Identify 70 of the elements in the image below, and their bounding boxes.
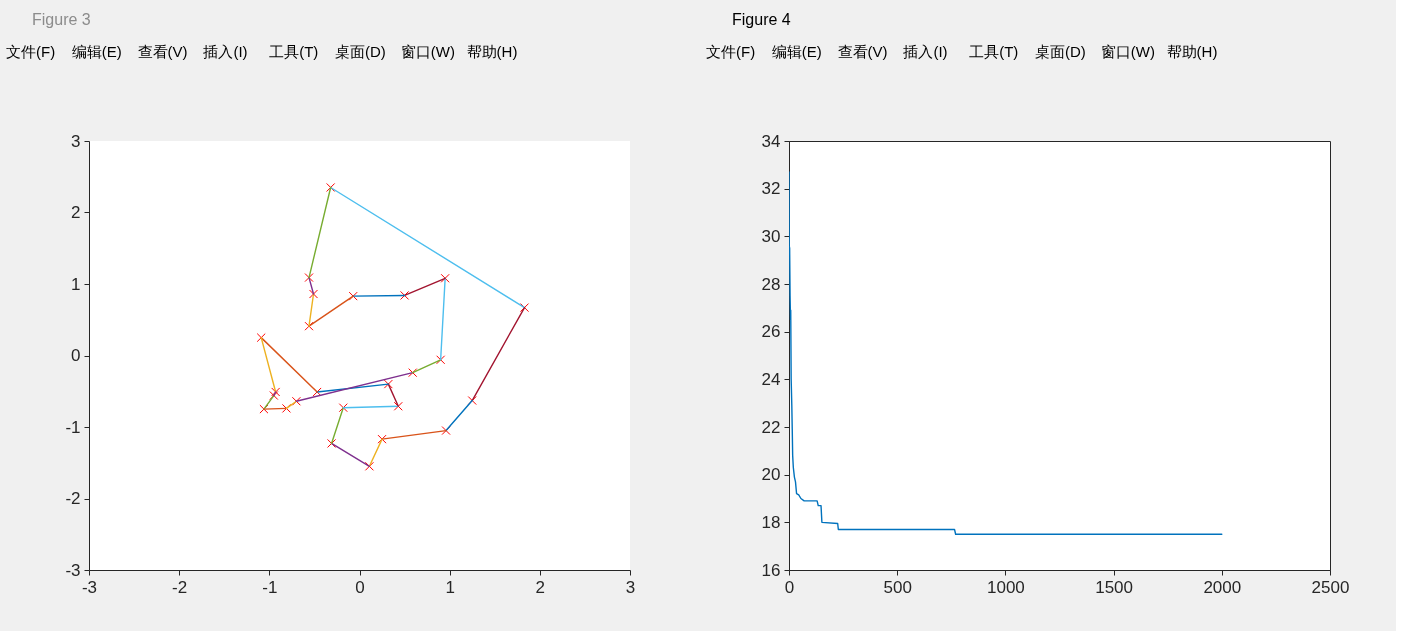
y-tick-label: 32 <box>761 179 781 199</box>
point <box>271 387 281 397</box>
text: 窗口(W) <box>1100 43 1155 60</box>
point <box>519 303 530 313</box>
line-series <box>789 171 1223 535</box>
point <box>259 404 269 414</box>
text: 窗口(W) <box>400 43 455 60</box>
y-tick-label: -1 <box>65 417 81 437</box>
x-tick-label: -1 <box>262 577 278 597</box>
y-tick-label: -3 <box>65 560 81 580</box>
x-tick-label: 2 <box>535 577 546 597</box>
point <box>436 355 446 365</box>
point <box>408 368 418 378</box>
point <box>327 438 337 448</box>
text: 查看(V) <box>837 43 888 60</box>
x-tick-label: 1000 <box>986 577 1025 597</box>
x-tick-label: 1500 <box>1095 577 1134 597</box>
x-tick-label: -2 <box>172 577 188 597</box>
point <box>338 403 348 413</box>
point <box>467 396 477 406</box>
y-tick-label: 22 <box>761 417 781 437</box>
x-tick-label: 3 <box>625 577 636 597</box>
chart-title: Figure 3 <box>32 11 91 28</box>
text: 查看(V) <box>137 43 188 60</box>
x-tick-label: 1 <box>445 577 455 597</box>
text: 帮助(H) <box>1166 43 1218 60</box>
point <box>269 391 279 401</box>
text: 工具(T) <box>969 43 1019 60</box>
point <box>304 321 314 331</box>
point <box>326 182 336 193</box>
y-tick-label: 20 <box>761 465 781 485</box>
x-tick-label: 2000 <box>1203 577 1242 597</box>
text: 插入(I) <box>903 43 948 60</box>
point <box>383 379 393 389</box>
x-tick-label: 500 <box>883 577 912 597</box>
y-tick-label: 2 <box>71 203 81 222</box>
point <box>377 434 387 444</box>
point <box>281 403 291 413</box>
chart-title: Figure 4 <box>732 11 791 28</box>
x-tick-label: 2500 <box>1311 577 1350 597</box>
y-tick-label: 1 <box>71 274 81 294</box>
y-tick-label: 34 <box>761 131 781 151</box>
y-tick-label: 30 <box>761 226 781 246</box>
point <box>364 461 374 471</box>
y-tick-label: 3 <box>71 131 81 151</box>
y-tick-label: 0 <box>71 346 81 365</box>
y-tick-label: -2 <box>65 489 81 508</box>
x-tick-label: 0 <box>355 577 365 597</box>
y-tick-label: 28 <box>761 274 781 294</box>
y-tick-label: 18 <box>761 512 781 532</box>
text: 文件(F) <box>6 43 56 60</box>
text: 帮助(H) <box>466 43 518 60</box>
text: 编辑(E) <box>771 43 822 60</box>
point <box>440 273 450 283</box>
point <box>308 289 319 299</box>
point <box>348 291 358 301</box>
point <box>393 401 403 411</box>
text: 插入(I) <box>203 43 248 60</box>
text: 编辑(E) <box>71 43 122 60</box>
y-tick-label: 26 <box>761 322 781 342</box>
y-tick-label: 24 <box>761 369 781 389</box>
text: 桌面(D) <box>335 43 386 60</box>
text: 工具(T) <box>269 43 319 60</box>
x-tick-label: 0 <box>784 577 795 597</box>
text: 桌面(D) <box>1035 43 1086 60</box>
text: 文件(F) <box>706 43 756 60</box>
point <box>291 396 301 406</box>
point <box>304 273 314 283</box>
y-tick-label: 16 <box>761 560 781 580</box>
point <box>400 290 410 300</box>
